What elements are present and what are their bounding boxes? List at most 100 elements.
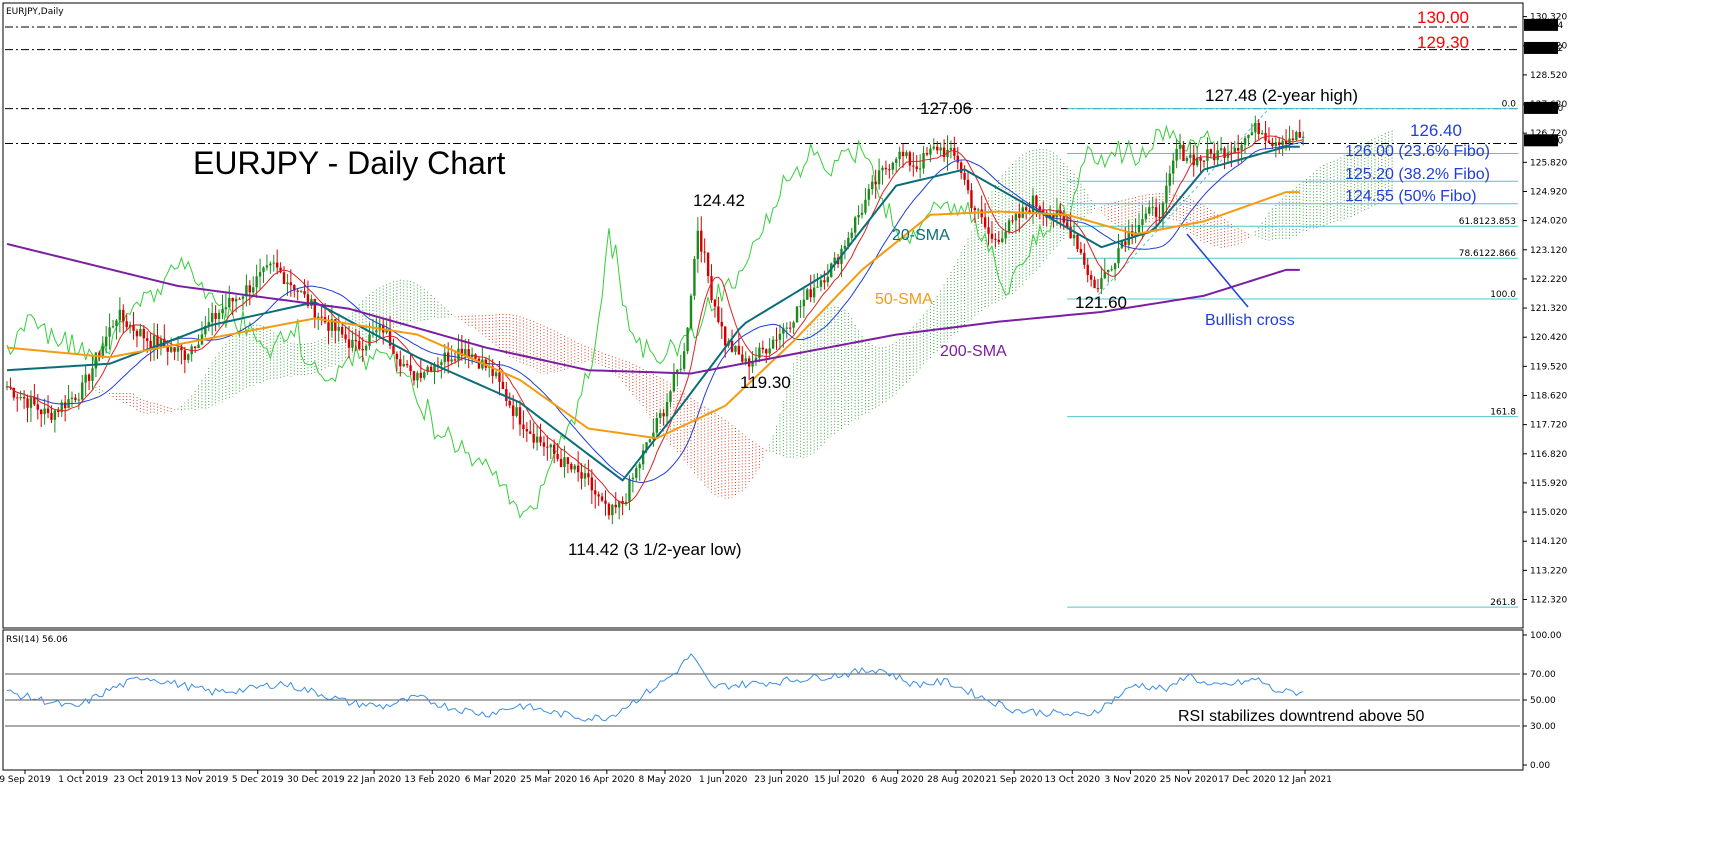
symbol-label: EURJPY,Daily [6,7,64,17]
candle-body [696,230,700,259]
time-tick-label: 13 Feb 2020 [404,775,460,785]
candle-body [173,347,176,352]
candle-body [956,155,959,163]
candle-body [1011,220,1014,222]
candle-body [108,327,111,337]
candle-body [515,407,518,416]
tenkan-kijun-lines [6,135,1304,505]
candle-body [1291,138,1295,141]
candle-body [272,262,275,264]
candle-body [1151,207,1154,209]
time-tick-label: 1 Oct 2019 [58,775,108,785]
candle-body [826,276,829,283]
candle-body [812,287,816,298]
time-tick-label: 28 Aug 2020 [927,775,985,785]
candle-body [590,477,594,491]
candle-body [231,297,234,302]
candle-body [60,402,63,413]
candle-body [433,364,436,372]
price-tag-label: 130.064 [1526,21,1563,31]
annotation-3y-low: 114.42 (3 1/2-year low) [568,540,742,559]
candle-body [252,287,255,293]
candle-body [542,442,546,447]
candle-body [963,172,966,180]
time-tick-label: 13 Oct 2020 [1044,775,1100,785]
candle-body [327,322,330,331]
candle-body [765,349,768,354]
price-tick-label: 115.920 [1530,479,1567,489]
candle-body [655,418,658,433]
candle-body [1069,227,1072,239]
time-tick-label: 23 Oct 2019 [114,775,170,785]
candle-body [1001,238,1004,242]
candle-body [245,285,248,297]
candle-body [501,381,505,390]
candle-body [587,473,590,478]
candle-body [624,501,628,504]
candle-body [146,338,149,341]
candle-body [207,322,210,326]
candle-body [334,319,337,331]
candle-body [317,316,320,319]
candle-body [737,345,741,355]
candle-body [1086,264,1089,276]
candle-body [662,413,665,417]
candle-body [891,162,894,170]
candle-body [409,365,412,372]
candle-body [118,309,122,321]
candle-body [648,439,652,443]
candle-body [221,309,224,313]
rsi-indicator: 100.00 70.00 50.00 30.00 0.00 [5,630,1562,771]
time-tick-label: 6 Mar 2020 [465,775,517,785]
fibo-label-23-6: 126.00 (23.6% Fibo) [1345,143,1490,160]
candle-body [522,424,525,430]
candle-body [57,410,60,413]
candle-body [180,347,183,351]
candle-body [559,458,563,468]
candle-body [823,280,826,283]
candle-body [429,366,433,372]
candle-body [125,321,128,328]
candle-body [1223,148,1226,158]
candle-body [43,408,46,415]
candle-body [443,352,446,363]
candle-body [16,397,19,399]
candle-body [966,179,970,191]
label-200-sma: 200-SMA [940,343,1007,360]
candle-body [358,341,361,349]
fibo-level-label: 78.6122.866 [1459,249,1517,259]
candle-body [970,190,973,208]
candle-body [1066,222,1069,228]
candle-body [293,285,296,291]
candle-body [128,324,132,328]
chart-title: EURJPY - Daily Chart [193,145,505,181]
fibo-level-label: 61.8123.853 [1459,217,1516,227]
candle-body [166,346,169,352]
candle-body [546,446,549,448]
time-tick-label: 25 Nov 2020 [1160,775,1218,785]
candle-body [412,371,416,381]
candle-body [63,402,67,409]
candle-body [621,500,624,504]
candle-body [1137,224,1141,233]
candle-body [676,369,679,374]
candle-body [1059,210,1062,217]
candle-body [1076,234,1079,249]
candle-body [795,306,799,323]
candle-body [364,345,368,351]
candle-body [1100,278,1103,290]
candle-body [98,352,101,358]
candle-body [340,326,344,335]
candle-body [908,152,912,166]
candle-body [241,296,245,299]
candle-body [1035,195,1038,207]
candle-body [525,429,529,432]
candle-body [494,372,498,377]
candle-body [299,291,303,293]
candle-body [104,336,108,347]
candle-body [149,340,152,348]
time-tick-label: 1 Jun 2020 [699,775,748,785]
candle-body [330,319,334,331]
candle-body [665,402,669,417]
candle-body [785,327,788,329]
